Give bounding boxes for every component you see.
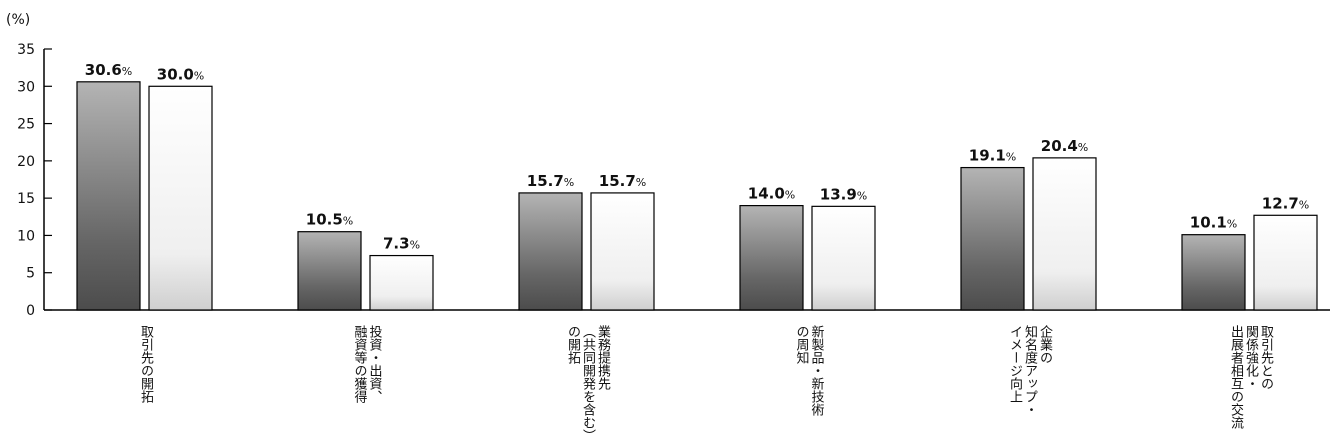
bar <box>148 85 213 311</box>
y-axis: 0 5 10 15 20 25 30 35 <box>17 42 1330 319</box>
bar <box>739 205 804 311</box>
data-label: 12.7% <box>1262 194 1309 212</box>
category-label: 融資等の獲得 <box>352 325 368 403</box>
data-label: 13.9% <box>820 185 867 203</box>
bars: 30.6% 30.0% 10.5% 7.3% 15.7% 15.7% 14.0% 13.9% 1… <box>76 61 1318 311</box>
data-label: 15.7% <box>527 172 574 190</box>
category-label: 投資・出資、 <box>367 324 383 403</box>
category-label: （共同開発を含む） <box>580 325 596 442</box>
bar <box>960 166 1025 311</box>
y-tick-label: 25 <box>17 117 35 133</box>
bar <box>76 81 141 311</box>
category-label: 取引先の開拓 <box>138 325 154 403</box>
bar <box>297 231 362 311</box>
data-label: 19.1% <box>969 147 1016 165</box>
category-label: イメージ向上 <box>1007 325 1023 403</box>
data-label: 14.0% <box>748 185 795 203</box>
y-tick-label: 35 <box>17 42 35 58</box>
data-label: 20.4% <box>1041 137 1088 155</box>
bar <box>811 205 876 311</box>
category-label: 出展者相互の交流 <box>1228 325 1244 429</box>
category-label: 新製品・新技術 <box>809 324 825 417</box>
category-label: の周知 <box>794 325 810 364</box>
category-label: 企業の <box>1037 324 1053 364</box>
data-label: 10.1% <box>1190 214 1237 232</box>
category-label: 業務提携先 <box>595 324 611 391</box>
bar <box>590 192 655 311</box>
data-label: 30.6% <box>85 61 132 79</box>
category-label: 知名度アップ・ <box>1022 324 1038 416</box>
bar <box>518 192 583 311</box>
y-tick-label: 0 <box>26 303 35 319</box>
data-label: 7.3% <box>383 235 420 253</box>
bar <box>369 254 434 311</box>
category-label: 取引先との <box>1258 325 1274 390</box>
y-tick-label: 15 <box>17 191 35 207</box>
y-tick-label: 20 <box>17 154 35 170</box>
y-tick-label: 5 <box>26 266 35 282</box>
y-tick-label: 10 <box>17 228 35 244</box>
category-label: 関係強化・ <box>1243 325 1259 390</box>
data-label: 30.0% <box>157 65 204 83</box>
bar <box>1253 214 1318 311</box>
bar <box>1181 234 1246 311</box>
data-label: 10.5% <box>306 211 353 229</box>
bar <box>1032 157 1097 311</box>
y-tick-label: 30 <box>17 79 35 95</box>
category-labels: 取引先の開拓 投資・出資、融資等の獲得 業務提携先（共同開発を含む）の開拓 新製品・新… <box>138 324 1274 442</box>
y-unit-label: (%) <box>6 12 30 28</box>
data-label: 15.7% <box>599 172 646 190</box>
category-label: の開拓 <box>565 325 581 364</box>
